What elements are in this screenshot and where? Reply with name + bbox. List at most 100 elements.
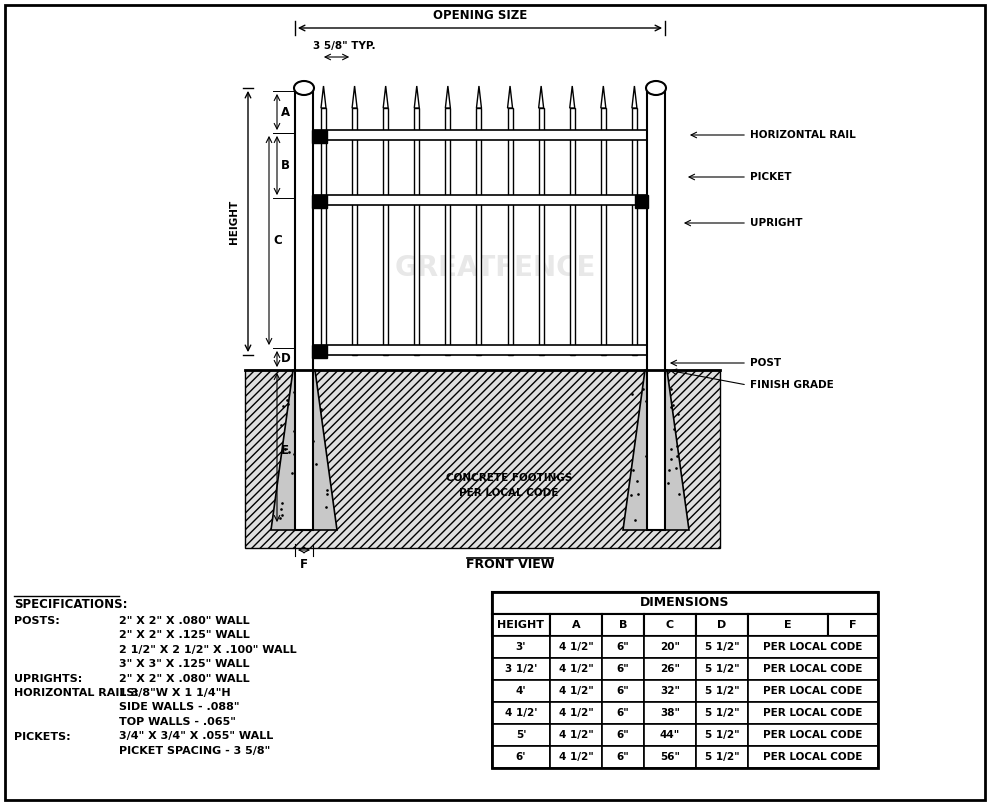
Bar [748, 724, 878, 746]
Bar [602, 658, 644, 680]
Text: 4 1/2': 4 1/2' [505, 708, 538, 718]
Text: F: F [300, 558, 308, 571]
Bar [644, 746, 696, 768]
Text: 4': 4' [516, 686, 527, 696]
Bar [748, 746, 878, 768]
Bar [492, 702, 550, 724]
Bar [352, 108, 357, 355]
Text: 44": 44" [660, 730, 680, 740]
Text: 4 1/2": 4 1/2" [558, 708, 593, 718]
Polygon shape [446, 86, 450, 108]
Text: 3 5/8" TYP.: 3 5/8" TYP. [313, 41, 376, 51]
Text: 3" X 3" X .125" WALL: 3" X 3" X .125" WALL [119, 659, 249, 669]
Bar [492, 724, 550, 746]
Text: 1 3/8"W X 1 1/4"H: 1 3/8"W X 1 1/4"H [119, 688, 231, 698]
Polygon shape [414, 86, 420, 108]
Bar [550, 636, 602, 658]
Bar [696, 680, 748, 702]
Polygon shape [632, 86, 637, 108]
Bar [321, 108, 326, 355]
Text: DIMENSIONS: DIMENSIONS [641, 597, 730, 609]
Text: UPRIGHT: UPRIGHT [750, 218, 803, 228]
Text: 5 1/2": 5 1/2" [705, 708, 740, 718]
Bar [492, 658, 550, 680]
Polygon shape [383, 86, 388, 108]
Text: PER LOCAL CODE: PER LOCAL CODE [763, 664, 862, 674]
Polygon shape [508, 86, 513, 108]
Text: 2 1/2" X 2 1/2" X .100" WALL: 2 1/2" X 2 1/2" X .100" WALL [119, 645, 297, 654]
Text: F: F [849, 620, 856, 630]
Bar [492, 680, 550, 702]
Text: 4 1/2": 4 1/2" [558, 642, 593, 652]
Text: PER LOCAL CODE: PER LOCAL CODE [763, 642, 862, 652]
Text: 3': 3' [516, 642, 527, 652]
Bar [313, 195, 665, 205]
Text: SIDE WALLS - .088": SIDE WALLS - .088" [119, 703, 240, 712]
Text: A: A [571, 620, 580, 630]
Bar [550, 614, 602, 636]
Text: UPRIGHTS:: UPRIGHTS: [14, 674, 82, 683]
Text: HEIGHT: HEIGHT [229, 200, 239, 244]
Text: 6": 6" [617, 730, 630, 740]
Text: E: E [281, 444, 289, 456]
Text: PER LOCAL CODE: PER LOCAL CODE [763, 730, 862, 740]
Polygon shape [321, 86, 326, 108]
Bar [414, 108, 420, 355]
Bar [492, 636, 550, 658]
Text: PER LOCAL CODE: PER LOCAL CODE [763, 708, 862, 718]
Text: 20": 20" [660, 642, 680, 652]
Bar [446, 108, 450, 355]
Text: 6": 6" [617, 752, 630, 762]
Bar [644, 680, 696, 702]
Text: D: D [281, 353, 291, 365]
Bar [748, 658, 878, 680]
Bar [508, 108, 513, 355]
Text: GREATFENCE: GREATFENCE [394, 254, 596, 282]
Bar [550, 724, 602, 746]
Text: PER LOCAL CODE: PER LOCAL CODE [763, 752, 862, 762]
Bar [748, 636, 878, 658]
Text: PICKET: PICKET [750, 172, 791, 182]
Text: 6': 6' [516, 752, 527, 762]
Bar [383, 108, 388, 355]
Text: 3 1/2': 3 1/2' [505, 664, 538, 674]
Bar [245, 370, 720, 548]
Bar [602, 680, 644, 702]
Text: A: A [281, 105, 290, 118]
Bar [602, 724, 644, 746]
Bar [295, 88, 313, 530]
Bar [492, 592, 878, 768]
Text: HORIZONTAL RAILS:: HORIZONTAL RAILS: [14, 688, 139, 698]
Bar [644, 658, 696, 680]
Text: 2" X 2" X .080" WALL: 2" X 2" X .080" WALL [119, 616, 249, 625]
Bar [696, 724, 748, 746]
Bar [748, 702, 878, 724]
Bar [602, 746, 644, 768]
Text: 2" X 2" X .080" WALL: 2" X 2" X .080" WALL [119, 674, 249, 683]
Text: HORIZONTAL RAIL: HORIZONTAL RAIL [750, 130, 855, 140]
Text: 5 1/2": 5 1/2" [705, 752, 740, 762]
Text: POST: POST [750, 358, 781, 368]
Bar [312, 195, 327, 208]
Bar [635, 195, 648, 208]
Text: PER LOCAL CODE: PER LOCAL CODE [459, 488, 558, 498]
Text: 26": 26" [660, 664, 680, 674]
Text: B: B [619, 620, 628, 630]
Text: PICKET SPACING - 3 5/8": PICKET SPACING - 3 5/8" [119, 746, 270, 756]
Bar [313, 130, 665, 140]
Text: 32": 32" [660, 686, 680, 696]
Text: 4 1/2": 4 1/2" [558, 730, 593, 740]
Text: B: B [281, 159, 290, 172]
Text: 5': 5' [516, 730, 527, 740]
Text: SPECIFICATIONS:: SPECIFICATIONS: [14, 598, 128, 611]
Bar [550, 702, 602, 724]
Polygon shape [539, 86, 544, 108]
Text: PICKETS:: PICKETS: [14, 732, 70, 741]
Text: PER LOCAL CODE: PER LOCAL CODE [763, 686, 862, 696]
Text: 4 1/2": 4 1/2" [558, 686, 593, 696]
Bar [748, 614, 828, 636]
Bar [569, 108, 575, 355]
Text: FRONT VIEW: FRONT VIEW [465, 559, 554, 572]
Text: 5 1/2": 5 1/2" [705, 642, 740, 652]
Ellipse shape [646, 81, 666, 95]
